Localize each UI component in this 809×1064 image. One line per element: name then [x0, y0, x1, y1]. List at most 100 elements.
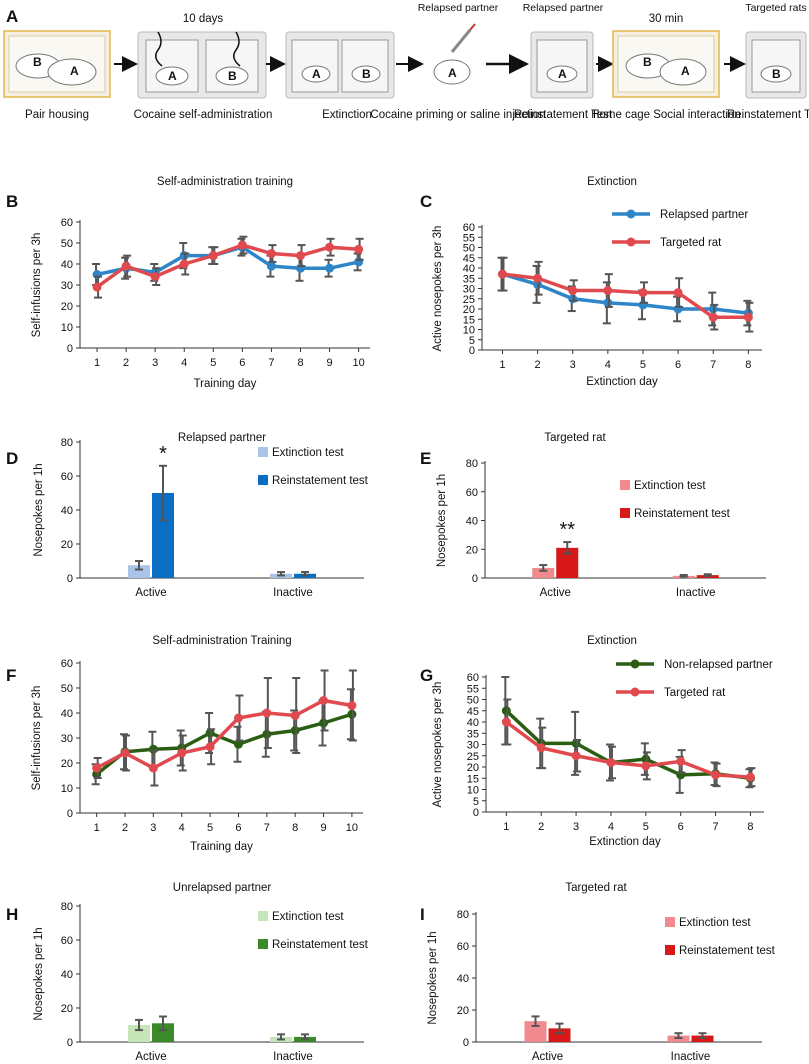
rat-a-icon [546, 65, 578, 83]
legend-label: Relapsed partner [660, 209, 748, 221]
y-tick-label: 10 [467, 785, 479, 797]
duration-label: 10 days [183, 13, 224, 25]
legend-label: Targeted rat [660, 237, 722, 249]
x-tick-label: 4 [608, 821, 614, 833]
x-tick-label: 5 [643, 821, 649, 833]
rat-letter-b: B [772, 67, 781, 81]
y-axis-label: Nosepokes per 1h [33, 463, 45, 556]
duration-label: 30 min [649, 13, 684, 25]
series-line [505, 720, 751, 779]
series-targeted-rat [92, 669, 357, 787]
data-point [354, 244, 364, 254]
y-tick-label: 80 [457, 909, 469, 921]
y-tick-label: 0 [469, 345, 475, 357]
legend-label: Reinstatement test [679, 945, 776, 957]
rat-letter-b: B [228, 69, 237, 83]
rat-a-icon [433, 59, 471, 85]
rat-letter-a: A [168, 69, 177, 83]
data-point [536, 743, 546, 753]
panel-c: CExtinction051015202530354045505560Activ… [420, 176, 762, 388]
x-axis-label: Training day [194, 378, 257, 390]
y-tick-label: 50 [463, 243, 475, 255]
x-tick-label: 7 [710, 359, 716, 371]
stage-caption: Cocaine self-administration [134, 109, 273, 121]
rat-letter-a: A [448, 66, 457, 80]
legend-label: Extinction test [272, 447, 344, 459]
series-targeted-rat [92, 235, 364, 299]
category-label: Inactive [273, 1051, 313, 1063]
x-tick-label: 2 [122, 822, 128, 834]
chart-title: Unrelapsed partner [173, 882, 272, 894]
y-tick-label: 15 [463, 314, 475, 326]
y-tick-label: 30 [61, 733, 73, 745]
x-tick-label: 7 [713, 821, 719, 833]
x-axis-label: Extinction day [589, 836, 661, 848]
series-line [95, 712, 353, 776]
legend-swatch [620, 508, 630, 518]
chart-title: Targeted rat [565, 882, 627, 894]
legend-swatch [258, 939, 268, 949]
x-axis-label: Extinction day [586, 376, 658, 388]
legend-marker [630, 687, 640, 697]
x-tick-label: 8 [297, 357, 303, 369]
y-tick-label: 0 [67, 573, 73, 585]
y-tick-label: 60 [467, 672, 479, 684]
y-tick-label: 20 [467, 762, 479, 774]
significance-marker: * [159, 443, 167, 465]
bar [532, 567, 555, 578]
x-tick-label: 10 [353, 357, 365, 369]
y-tick-label: 60 [61, 935, 73, 947]
data-point [533, 273, 543, 283]
data-point [179, 259, 189, 269]
category-label: Inactive [273, 587, 313, 599]
data-point [568, 286, 578, 296]
data-point [708, 312, 718, 322]
data-point [150, 272, 160, 282]
data-point [711, 770, 721, 780]
panel-label-a: A [6, 7, 18, 26]
x-tick-label: 8 [745, 359, 751, 371]
panel-g: GExtinction051015202530354045505560Activ… [420, 635, 773, 848]
stage-caption: Reinstatement Test [514, 109, 613, 121]
x-tick-label: 5 [640, 359, 646, 371]
x-tick-label: 1 [94, 822, 100, 834]
data-point [497, 269, 507, 279]
y-tick-label: 0 [67, 808, 73, 820]
x-tick-label: 3 [570, 359, 576, 371]
panel-d: D Relapsed partner 0 20 40 60 80 Nosepokes per … [6, 432, 369, 599]
data-point [266, 249, 276, 258]
y-tick-label: 55 [467, 683, 479, 695]
chart-title: Self-administration Training [152, 635, 291, 647]
y-axis-label: Nosepokes per 1h [427, 931, 439, 1024]
rat-a-icon [155, 66, 189, 86]
chart-title: Extinction [587, 176, 637, 188]
category-label: Inactive [676, 587, 716, 599]
panel-label: C [420, 192, 432, 211]
stage-caption: Extinction [322, 109, 372, 121]
panel-h: H Unrelapsed partner 0 20 40 60 80 Nosepokes pe… [6, 882, 369, 1063]
syringe-icon [450, 29, 472, 53]
legend-label: Reinstatement test [272, 939, 369, 951]
syringe-tip-icon [469, 23, 476, 31]
y-tick-label: 60 [457, 941, 469, 953]
category-label: Active [540, 587, 571, 599]
x-tick-label: 6 [675, 359, 681, 371]
y-tick-label: 0 [463, 1037, 469, 1049]
stage-social-interaction: 30 min B A [612, 13, 720, 98]
y-tick-label: 40 [61, 969, 73, 981]
category-label: Active [135, 587, 166, 599]
panel-f: F Self-administration Training 0 10 20 30 40 50… [6, 635, 363, 853]
y-tick-label: 60 [61, 217, 73, 229]
data-point [120, 748, 130, 758]
rat-letter-b: B [33, 55, 42, 69]
series-line [502, 272, 749, 319]
stage-self-administration: 10 days A B [137, 13, 267, 99]
data-point [606, 758, 616, 767]
x-tick-label: 5 [210, 357, 216, 369]
panel-label: I [420, 905, 425, 924]
y-tick-label: 45 [463, 253, 475, 265]
category-label: Active [532, 1051, 563, 1063]
panel-e: E Targeted rat 0 20 40 60 80 Nosepokes per 1h Ac… [420, 432, 766, 599]
bar [128, 1025, 150, 1042]
y-axis-label: Self-infusions per 3h [31, 233, 43, 338]
